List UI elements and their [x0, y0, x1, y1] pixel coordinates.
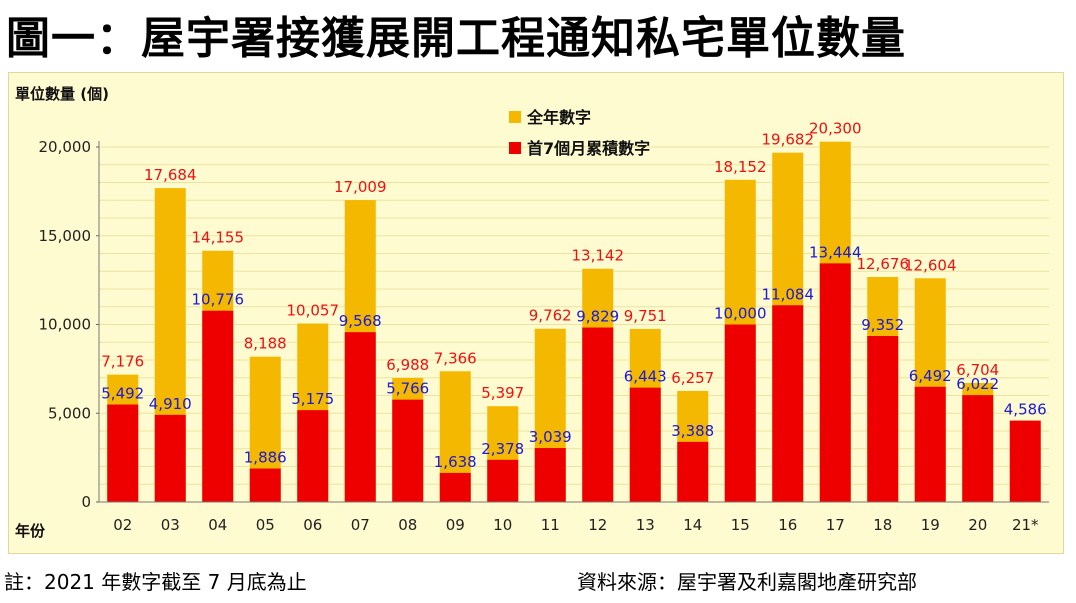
x-tick-label: 03 — [161, 516, 180, 534]
data-label-full-year: 6,257 — [671, 369, 714, 387]
bar-first-7-months — [392, 399, 424, 502]
bar-first-7-months — [154, 414, 186, 502]
data-label-first-7-months: 6,022 — [956, 375, 999, 393]
data-label-full-year: 5,397 — [481, 384, 524, 402]
bar-first-7-months — [819, 263, 851, 502]
bar-first-7-months — [439, 472, 471, 502]
data-label-full-year: 10,057 — [287, 301, 340, 319]
y-tick-label: 20,000 — [39, 138, 92, 156]
data-label-full-year: 12,604 — [904, 256, 957, 274]
data-label-full-year: 9,751 — [624, 307, 667, 325]
y-axis-title: 單位數量 (個) — [15, 85, 109, 103]
legend-label: 首7個月累積數字 — [527, 139, 650, 158]
legend-label: 全年數字 — [526, 108, 591, 127]
data-label-first-7-months: 2,378 — [481, 440, 524, 458]
data-label-full-year: 7,176 — [101, 353, 144, 371]
data-label-first-7-months: 4,586 — [1004, 401, 1047, 419]
x-tick-label: 10 — [493, 516, 512, 534]
data-label-first-7-months: 3,039 — [529, 428, 572, 446]
data-label-full-year: 7,366 — [434, 349, 477, 367]
data-label-first-7-months: 5,175 — [291, 390, 334, 408]
bar-first-7-months — [297, 410, 329, 502]
x-tick-label: 06 — [303, 516, 322, 534]
x-tick-label: 17 — [826, 516, 845, 534]
data-label-full-year: 17,009 — [334, 178, 387, 196]
x-tick-label: 15 — [731, 516, 750, 534]
page-title: 圖一：屋宇署接獲展開工程通知私宅單位數量 — [6, 13, 906, 64]
data-label-full-year: 20,300 — [809, 120, 862, 138]
x-tick-label: 05 — [256, 516, 275, 534]
data-label-first-7-months: 6,492 — [909, 367, 952, 385]
x-axis-title: 年份 — [15, 522, 46, 540]
bar-chart: 0 5,000 10,000 15,000 20,000 單位數量 (個) 年份 02 03 04… — [9, 73, 1063, 553]
data-label-full-year: 14,155 — [192, 229, 245, 247]
data-label-full-year: 12,676 — [857, 255, 910, 273]
x-tick-label: 12 — [588, 516, 607, 534]
legend-swatch — [509, 142, 521, 154]
data-label-full-year: 19,682 — [762, 131, 815, 149]
data-label-full-year: 17,684 — [144, 166, 197, 184]
y-tick-label: 10,000 — [39, 316, 92, 334]
y-tick-label: 0 — [81, 493, 91, 511]
x-tick-label: 19 — [921, 516, 940, 534]
data-label-first-7-months: 9,352 — [861, 316, 904, 334]
bar-first-7-months — [582, 327, 614, 502]
data-label-full-year: 13,142 — [572, 247, 625, 265]
data-label-first-7-months: 1,886 — [244, 449, 287, 467]
data-label-first-7-months: 10,000 — [714, 305, 767, 323]
bar-first-7-months — [677, 441, 709, 502]
data-label-first-7-months: 1,638 — [434, 453, 477, 471]
x-tick-label: 16 — [778, 516, 797, 534]
source-note: 資料來源：屋宇署及利嘉閣地產研究部 — [577, 570, 917, 594]
bar-first-7-months — [107, 404, 139, 502]
bar-first-7-months — [202, 310, 234, 502]
data-label-full-year: 18,152 — [714, 158, 767, 176]
data-label-first-7-months: 13,444 — [809, 243, 862, 261]
bar-first-7-months — [867, 336, 899, 502]
bar-first-7-months — [534, 448, 566, 502]
y-tick-label: 5,000 — [48, 404, 91, 422]
x-tick-label: 21* — [1012, 516, 1039, 534]
x-tick-label: 20 — [968, 516, 987, 534]
data-label-first-7-months: 9,568 — [339, 312, 382, 330]
data-label-full-year: 6,988 — [386, 356, 429, 374]
data-label-full-year: 8,188 — [244, 335, 287, 353]
bar-first-7-months — [724, 324, 756, 502]
x-tick-label: 04 — [208, 516, 227, 534]
x-tick-label: 13 — [636, 516, 655, 534]
y-tick-label: 15,000 — [39, 227, 92, 245]
x-tick-label: 11 — [541, 516, 560, 534]
x-tick-label: 07 — [351, 516, 370, 534]
bar-first-7-months — [344, 332, 376, 502]
data-label-full-year: 9,762 — [529, 307, 572, 325]
bar-first-7-months — [487, 459, 519, 502]
data-label-first-7-months: 4,910 — [149, 395, 192, 413]
chart-frame: 0 5,000 10,000 15,000 20,000 單位數量 (個) 年份 02 03 04… — [8, 72, 1064, 554]
bar-first-7-months — [772, 305, 804, 502]
x-tick-label: 02 — [113, 516, 132, 534]
bar-first-7-months — [962, 395, 994, 502]
data-label-first-7-months: 10,776 — [192, 291, 245, 309]
legend-swatch — [509, 111, 521, 123]
bar-first-7-months — [629, 387, 661, 502]
x-tick-label: 08 — [398, 516, 417, 534]
x-tick-label: 18 — [873, 516, 892, 534]
bar-first-7-months — [914, 386, 946, 502]
x-tick-label: 09 — [446, 516, 465, 534]
data-label-first-7-months: 5,766 — [386, 380, 429, 398]
x-tick-label: 14 — [683, 516, 702, 534]
data-label-full-year: 6,704 — [956, 361, 999, 379]
bar-first-7-months — [249, 468, 281, 502]
data-label-first-7-months: 3,388 — [671, 422, 714, 440]
bar-first-7-months — [1009, 420, 1041, 502]
data-label-first-7-months: 5,492 — [101, 385, 144, 403]
footnote: 註：2021 年數字截至 7 月底為止 — [4, 570, 307, 594]
data-label-first-7-months: 11,084 — [762, 285, 815, 303]
data-label-first-7-months: 6,443 — [624, 368, 667, 386]
data-label-first-7-months: 9,829 — [576, 308, 619, 326]
